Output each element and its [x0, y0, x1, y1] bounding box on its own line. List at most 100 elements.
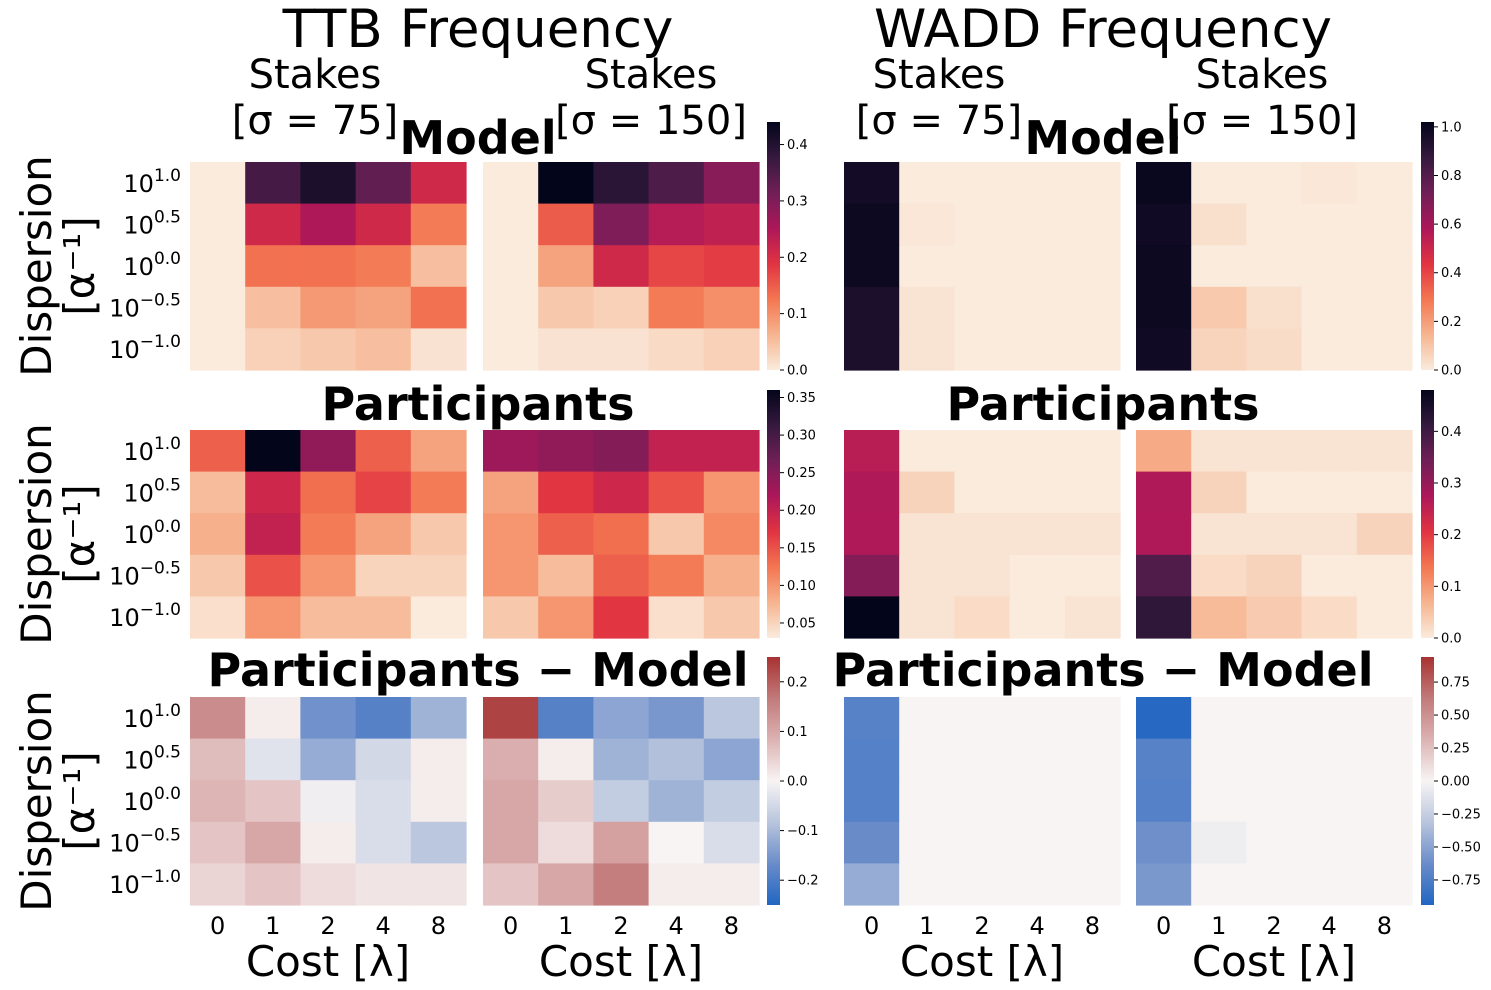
heatmap-cell: [1246, 780, 1303, 823]
heatmap-cell: [483, 286, 539, 329]
x-tick-label: 2: [613, 912, 628, 940]
heatmap-cell: [899, 430, 955, 473]
row-title: Model: [399, 111, 556, 165]
heatmap-cell: [245, 162, 301, 205]
stakes-value: [σ = 150]: [555, 98, 747, 144]
heatmap-cell: [410, 245, 467, 288]
x-tick-label: 2: [1266, 912, 1281, 940]
heatmap-cell: [190, 554, 246, 597]
heatmap-cell: [300, 471, 357, 514]
heatmap-cell: [899, 513, 955, 556]
heatmap-cell: [844, 697, 900, 740]
heatmap-cell: [538, 738, 594, 781]
heatmap-cell: [538, 780, 594, 823]
y-tick-exp: 0.5: [154, 475, 181, 495]
heatmap-cell: [190, 697, 246, 740]
heatmap-cell: [1356, 328, 1413, 371]
heatmap-cell: [538, 286, 594, 329]
y-tick-label: 10−1.0: [109, 867, 181, 899]
y-tick-base: 10: [123, 521, 154, 549]
heatmap-cell: [410, 697, 467, 740]
colorbar-tick-label: −0.1: [787, 824, 819, 839]
row-title: Participants − Model: [208, 643, 749, 697]
heatmap-cell: [1356, 162, 1413, 205]
stakes-header: Stakes: [873, 52, 1006, 98]
heatmap-cell: [190, 245, 246, 288]
heatmap-cell: [300, 328, 357, 371]
heatmap-cell: [355, 697, 412, 740]
heatmap-cell: [593, 554, 650, 597]
heatmap-cell: [1064, 430, 1121, 473]
heatmap-cell: [355, 513, 412, 556]
heatmap-cell: [1136, 780, 1192, 823]
colorbar-tick-label: 0.6: [1441, 218, 1462, 233]
heatmap-cell: [899, 245, 955, 288]
heatmap-cell: [1301, 738, 1358, 781]
heatmap-cell: [190, 863, 246, 906]
colorbar-tick-label: −0.50: [1441, 840, 1481, 855]
heatmap-cell: [844, 554, 900, 597]
heatmap-cell: [1356, 821, 1413, 864]
heatmap-cell: [1246, 245, 1303, 288]
heatmap-cell: [593, 430, 650, 473]
heatmap-cell: [1064, 513, 1121, 556]
heatmap-cell: [703, 697, 760, 740]
heatmap-cell: [410, 863, 467, 906]
heatmap-cell: [1301, 863, 1358, 906]
heatmap-cell: [1191, 863, 1247, 906]
heatmap-cell: [954, 596, 1011, 639]
heatmap-cell: [1246, 162, 1303, 205]
y-tick-base: 10: [123, 705, 154, 733]
y-tick-base: 10: [109, 295, 140, 323]
y-tick-exp: −1.0: [140, 867, 181, 887]
row-title: Model: [1024, 111, 1181, 165]
colorbar: [1421, 657, 1434, 905]
y-tick-exp: 1.0: [154, 434, 181, 454]
y-tick-exp: 0.5: [154, 207, 181, 227]
heatmap-cell: [300, 554, 357, 597]
y-tick-label: 100.5: [123, 207, 181, 239]
x-tick-label: 8: [724, 912, 739, 940]
heatmap-cell: [954, 513, 1011, 556]
heatmap-cell: [355, 286, 412, 329]
heatmap-cell: [245, 821, 301, 864]
heatmap-cell: [300, 513, 357, 556]
heatmap-cell: [899, 863, 955, 906]
y-tick-label: 10−0.5: [109, 559, 181, 591]
y-tick-base: 10: [123, 479, 154, 507]
colorbar: [767, 122, 780, 370]
heatmap-cell: [954, 554, 1011, 597]
heatmap-cell: [1064, 203, 1121, 246]
heatmap-cell: [1064, 596, 1121, 639]
heatmap-cell: [410, 780, 467, 823]
heatmap-cell: [538, 863, 594, 906]
heatmap-cell: [1191, 697, 1247, 740]
heatmap-cell: [1009, 430, 1066, 473]
heatmap-cell: [593, 513, 650, 556]
x-tick-label: 1: [1211, 912, 1226, 940]
heatmap-cell: [899, 821, 955, 864]
heatmap-cell: [245, 697, 301, 740]
heatmap-cell: [245, 328, 301, 371]
x-tick-label: 8: [1085, 912, 1100, 940]
heatmap-cell: [245, 203, 301, 246]
heatmap-cell: [648, 286, 705, 329]
heatmap-cell: [538, 245, 594, 288]
heatmap-cell: [593, 596, 650, 639]
heatmap-cell: [410, 162, 467, 205]
heatmap-cell: [1301, 471, 1358, 514]
heatmap-cell: [1064, 863, 1121, 906]
colorbar: [1421, 122, 1434, 370]
heatmap-cell: [1009, 162, 1066, 205]
colorbar-tick-label: 0.4: [1441, 425, 1462, 440]
heatmap-cell: [844, 596, 900, 639]
heatmap-cell: [245, 286, 301, 329]
heatmap-cell: [593, 780, 650, 823]
colorbar-tick-label: 0.2: [1441, 315, 1462, 330]
heatmap-cell: [1246, 821, 1303, 864]
heatmap-cell: [648, 554, 705, 597]
y-axis-label: Dispersion: [12, 690, 61, 912]
y-tick-exp: −0.5: [140, 826, 181, 846]
heatmap-cell: [1009, 863, 1066, 906]
heatmap-cell: [300, 863, 357, 906]
